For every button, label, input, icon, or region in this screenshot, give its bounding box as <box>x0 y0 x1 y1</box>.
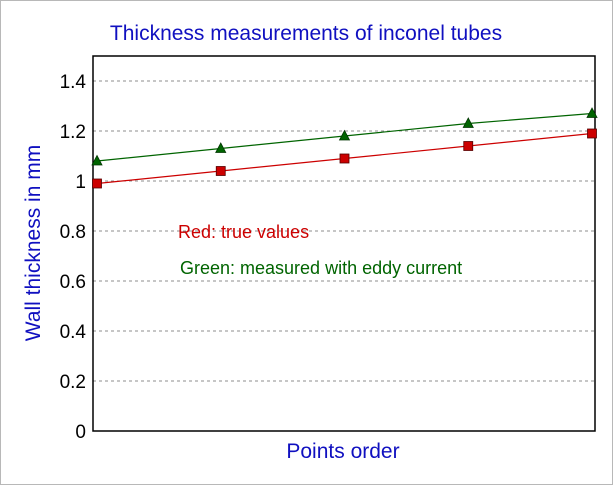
data-point-1 <box>338 129 351 141</box>
grid <box>93 80 595 382</box>
data-point-1 <box>91 154 103 166</box>
annotation-red: Red: true values <box>178 222 309 242</box>
chart-title: Thickness measurements of inconel tubes <box>110 22 502 45</box>
y-tick-label: 0.6 <box>60 272 86 293</box>
x-axis-label: Points order <box>286 440 399 463</box>
y-tick-label: 1.4 <box>60 72 87 93</box>
annotation-green: Green: measured with eddy current <box>180 258 462 278</box>
data-point-0 <box>92 178 102 189</box>
data-point-1 <box>586 107 598 118</box>
data-point-1 <box>215 142 227 153</box>
data-point-0 <box>339 153 350 164</box>
plot-area-border <box>92 55 596 432</box>
y-tick-label: 0.8 <box>60 222 86 243</box>
y-tick-label: 1 <box>75 172 86 193</box>
series <box>91 107 598 189</box>
data-point-0 <box>215 166 226 176</box>
y-axis-label: Wall thickness in mm <box>22 145 45 341</box>
data-point-1 <box>462 117 474 128</box>
data-point-0 <box>463 141 474 151</box>
data-point-0 <box>587 128 597 139</box>
y-tick-label: 1.2 <box>60 122 86 143</box>
y-tick-label: 0 <box>75 422 86 443</box>
y-tick-label: 0.4 <box>60 322 87 343</box>
y-axis-ticks: 0 0.2 0.4 0.6 0.8 1 1.2 1.4 <box>60 72 87 443</box>
y-tick-label: 0.2 <box>60 372 86 393</box>
